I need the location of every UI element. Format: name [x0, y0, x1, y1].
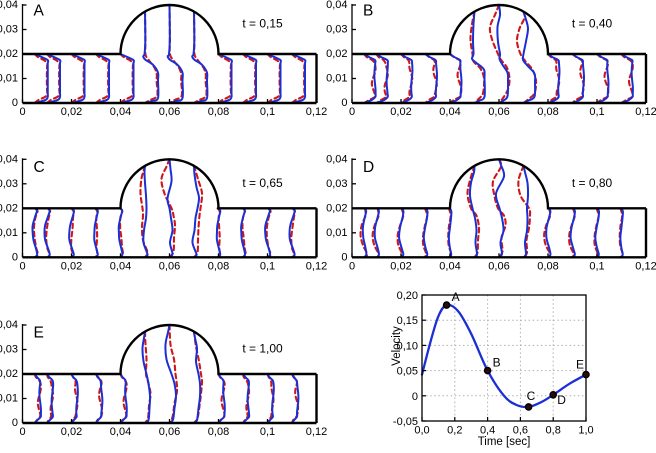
svg-text:0,06: 0,06 [159, 260, 180, 272]
svg-text:0,03: 0,03 [326, 24, 347, 36]
svg-text:C: C [34, 159, 45, 176]
svg-text:0: 0 [341, 97, 347, 109]
svg-text:0,02: 0,02 [61, 426, 82, 438]
svg-text:0,01: 0,01 [326, 227, 347, 239]
svg-text:0,04: 0,04 [0, 319, 18, 331]
svg-text:0,02: 0,02 [61, 260, 82, 272]
svg-text:0: 0 [349, 106, 355, 118]
svg-text:0,06: 0,06 [159, 106, 180, 118]
svg-text:0,04: 0,04 [439, 106, 460, 118]
svg-text:0,15: 0,15 [397, 315, 418, 327]
svg-text:0: 0 [19, 106, 25, 118]
svg-text:t = 1,00: t = 1,00 [242, 342, 283, 356]
svg-text:0,12: 0,12 [635, 260, 656, 272]
svg-text:0,01: 0,01 [0, 393, 18, 405]
svg-text:0,03: 0,03 [326, 178, 347, 190]
svg-text:0,10: 0,10 [397, 340, 418, 352]
svg-text:0,03: 0,03 [0, 344, 18, 356]
svg-text:0,04: 0,04 [326, 154, 347, 166]
svg-text:0,01: 0,01 [0, 227, 18, 239]
svg-text:0,06: 0,06 [488, 106, 509, 118]
svg-text:1,0: 1,0 [578, 425, 593, 437]
svg-text:A: A [34, 3, 45, 20]
svg-text:0: 0 [12, 417, 18, 429]
svg-text:B: B [493, 356, 501, 370]
svg-text:E: E [576, 358, 584, 372]
svg-text:0,06: 0,06 [488, 260, 509, 272]
svg-text:0,04: 0,04 [110, 260, 131, 272]
svg-text:t = 0,15: t = 0,15 [242, 17, 283, 31]
svg-text:E: E [34, 325, 44, 342]
svg-text:0,8: 0,8 [546, 425, 561, 437]
svg-text:0: 0 [349, 260, 355, 272]
svg-text:0,12: 0,12 [306, 426, 327, 438]
svg-text:0,04: 0,04 [439, 260, 460, 272]
svg-text:0,04: 0,04 [0, 0, 18, 11]
svg-text:0,05: 0,05 [397, 366, 418, 378]
svg-text:0,20: 0,20 [397, 290, 418, 302]
svg-text:0: 0 [12, 97, 18, 109]
svg-text:D: D [557, 393, 566, 407]
svg-text:0,02: 0,02 [0, 48, 18, 60]
svg-text:0,1: 0,1 [589, 106, 604, 118]
svg-text:0,12: 0,12 [635, 106, 656, 118]
svg-text:0,01: 0,01 [0, 73, 18, 85]
svg-text:0,02: 0,02 [326, 48, 347, 60]
svg-text:0,08: 0,08 [208, 426, 229, 438]
svg-text:0,0: 0,0 [414, 425, 429, 437]
svg-text:0,06: 0,06 [159, 426, 180, 438]
svg-text:0,03: 0,03 [0, 178, 18, 190]
svg-text:0: 0 [19, 426, 25, 438]
svg-text:-0,05: -0,05 [393, 416, 418, 428]
svg-text:B: B [363, 3, 373, 20]
svg-text:t = 0,40: t = 0,40 [572, 17, 613, 31]
svg-text:0,02: 0,02 [61, 106, 82, 118]
svg-text:0,1: 0,1 [260, 260, 275, 272]
svg-text:0,1: 0,1 [260, 106, 275, 118]
svg-text:0,02: 0,02 [0, 368, 18, 380]
svg-text:0,04: 0,04 [110, 106, 131, 118]
svg-text:0,03: 0,03 [0, 24, 18, 36]
svg-text:Velocity: Velocity [391, 326, 403, 366]
svg-text:Time [sec]: Time [sec] [478, 436, 531, 448]
svg-text:0,04: 0,04 [0, 154, 18, 166]
svg-text:t = 0,80: t = 0,80 [572, 176, 613, 190]
svg-text:t = 0,65: t = 0,65 [242, 176, 283, 190]
svg-text:D: D [363, 159, 374, 176]
svg-text:0: 0 [412, 391, 418, 403]
svg-text:0,1: 0,1 [589, 260, 604, 272]
svg-text:0: 0 [19, 260, 25, 272]
svg-text:0,04: 0,04 [110, 426, 131, 438]
svg-text:0,08: 0,08 [537, 260, 558, 272]
svg-text:0,08: 0,08 [208, 106, 229, 118]
svg-text:0,08: 0,08 [537, 106, 558, 118]
svg-text:A: A [452, 290, 460, 304]
svg-text:C: C [527, 389, 536, 403]
svg-text:0,2: 0,2 [447, 425, 462, 437]
svg-text:0,08: 0,08 [208, 260, 229, 272]
svg-text:0,02: 0,02 [390, 260, 411, 272]
svg-text:0,02: 0,02 [326, 203, 347, 215]
svg-text:0,4: 0,4 [480, 425, 495, 437]
svg-text:0,01: 0,01 [326, 73, 347, 85]
svg-text:0,1: 0,1 [260, 426, 275, 438]
svg-text:0,02: 0,02 [390, 106, 411, 118]
svg-text:0,02: 0,02 [0, 203, 18, 215]
svg-text:0,6: 0,6 [513, 425, 528, 437]
svg-text:0: 0 [341, 252, 347, 264]
svg-text:0,04: 0,04 [326, 0, 347, 11]
svg-text:0,12: 0,12 [306, 260, 327, 272]
svg-text:0: 0 [12, 252, 18, 264]
svg-text:0,12: 0,12 [306, 106, 327, 118]
